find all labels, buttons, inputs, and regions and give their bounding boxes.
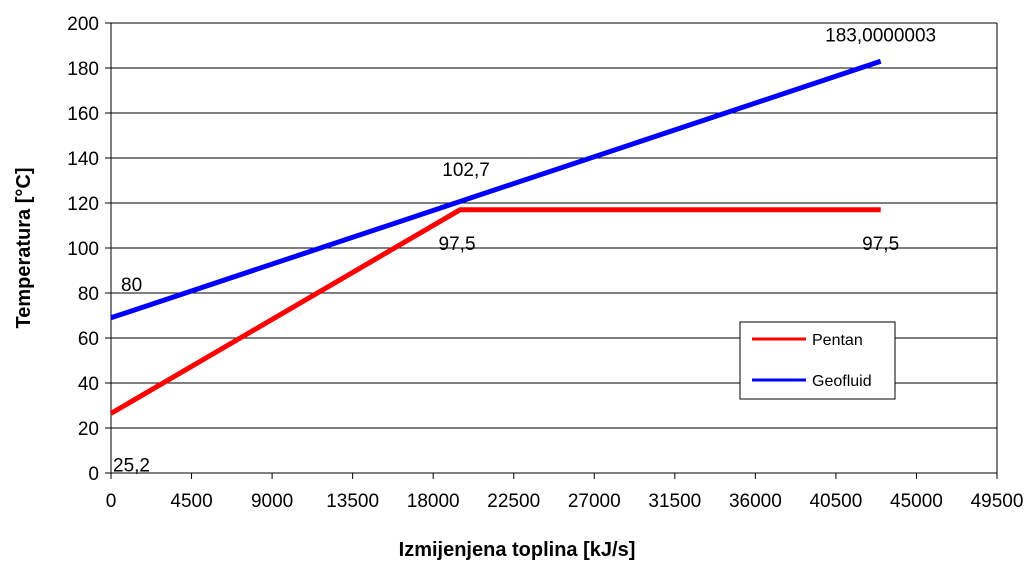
y-tick-label: 180 [67, 59, 99, 80]
x-tick-label: 18000 [407, 491, 460, 512]
axes: 0 20 40 60 80 100 120 140 160 180 200 0 4500 9000 1350… [67, 14, 1023, 512]
legend-label-pentan: Pentan [812, 332, 863, 349]
y-axis-title: Temperatura [°C] [13, 168, 35, 329]
legend-box [739, 321, 896, 400]
x-tick-label: 13500 [326, 491, 379, 512]
x-tick-label: 45000 [890, 491, 943, 512]
series-line-pentan [109, 207, 881, 416]
y-tick-label: 60 [78, 329, 99, 350]
x-tick-label: 9000 [251, 491, 293, 512]
y-tick-label: 120 [67, 194, 99, 215]
data-label: 102,7 [442, 160, 490, 181]
y-tick-label: 140 [67, 149, 99, 170]
y-tick-label: 80 [78, 284, 99, 305]
y-tick-label: 40 [78, 374, 99, 395]
y-tick-label: 200 [67, 14, 99, 35]
x-tick-label: 4500 [170, 491, 212, 512]
x-tick-label: 22500 [487, 491, 540, 512]
y-tick-label: 0 [88, 464, 99, 485]
x-tick-label: 40500 [809, 491, 862, 512]
y-tick-label: 20 [78, 419, 99, 440]
data-labels: 183,0000003 102,7 97,5 97,5 80 25,2 [113, 25, 936, 476]
legend-label-geofluid: Geofluid [812, 373, 872, 390]
data-label: 97,5 [439, 234, 476, 255]
x-tick-label: 49500 [971, 491, 1024, 512]
data-label: 80 [121, 275, 142, 296]
x-tick-label: 36000 [729, 491, 782, 512]
x-axis-title: Izmijenjena toplina [kJ/s] [399, 539, 636, 561]
legend: Pentan Geofluid [739, 321, 896, 400]
data-label: 25,2 [113, 455, 150, 476]
gridlines [111, 22, 997, 429]
x-tick-label: 31500 [648, 491, 701, 512]
x-tick-label: 27000 [568, 491, 621, 512]
y-tick-label: 100 [67, 239, 99, 260]
data-label: 97,5 [862, 234, 899, 255]
series-line-geofluid [110, 58, 882, 321]
y-tick-label: 160 [67, 104, 99, 125]
series-lines [109, 58, 882, 416]
data-label: 183,0000003 [825, 25, 936, 46]
x-tick-label: 0 [106, 491, 117, 512]
